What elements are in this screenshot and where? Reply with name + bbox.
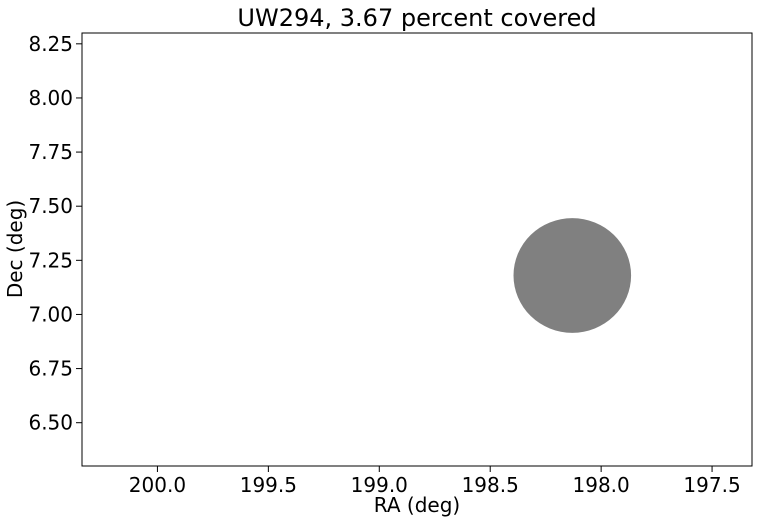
x-tick-label: 198.5 [462, 473, 519, 497]
coverage-circle [513, 218, 632, 333]
plot-area [513, 218, 632, 333]
y-axis: 6.50 6.75 7.00 7.25 7.50 7.75 8.00 8.25 [28, 32, 82, 435]
y-tick-label: 6.50 [28, 411, 73, 435]
y-tick-label: 6.75 [28, 357, 73, 381]
y-tick-label: 7.25 [28, 248, 73, 272]
x-tick-label: 199.0 [351, 473, 408, 497]
y-tick-label: 8.00 [28, 86, 73, 110]
y-tick-label: 7.75 [28, 140, 73, 164]
x-axis: 200.0 199.5 199.0 198.5 198.0 197.5 [129, 466, 741, 497]
y-axis-label: Dec (deg) [3, 200, 27, 298]
y-tick-label: 7.00 [28, 302, 73, 326]
y-tick-label: 8.25 [28, 32, 73, 56]
x-tick-label: 199.5 [240, 473, 297, 497]
plot-frame [81, 32, 753, 467]
x-axis-label: RA (deg) [374, 493, 460, 517]
y-tick-label: 7.50 [28, 194, 73, 218]
x-tick-label: 200.0 [129, 473, 186, 497]
x-tick-label: 197.5 [683, 473, 740, 497]
x-tick-label: 198.0 [573, 473, 630, 497]
chart-title: UW294, 3.67 percent covered [237, 4, 596, 32]
